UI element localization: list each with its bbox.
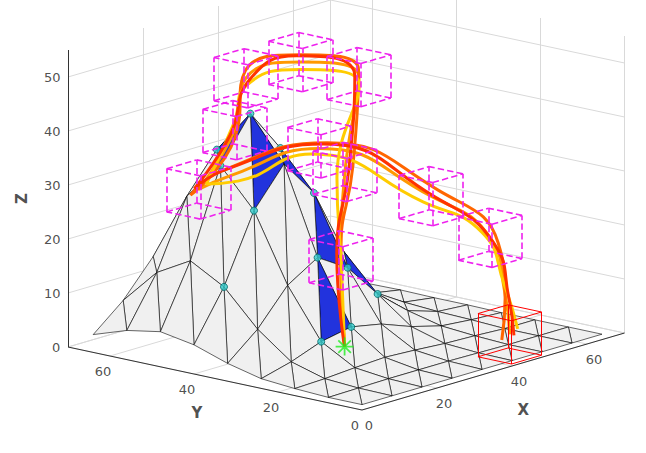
- svg-text:40: 40: [511, 374, 528, 389]
- svg-text:Y: Y: [191, 404, 204, 422]
- svg-text:30: 30: [44, 178, 61, 193]
- svg-text:50: 50: [44, 70, 61, 85]
- svg-text:0: 0: [365, 418, 373, 433]
- svg-text:20: 20: [44, 232, 61, 247]
- svg-text:60: 60: [95, 364, 112, 379]
- svg-text:10: 10: [44, 286, 61, 301]
- svg-text:40: 40: [44, 124, 61, 139]
- svg-text:Z: Z: [13, 193, 31, 204]
- svg-text:40: 40: [179, 382, 196, 397]
- svg-text:20: 20: [436, 396, 453, 411]
- svg-text:0: 0: [351, 418, 359, 433]
- svg-text:20: 20: [263, 400, 280, 415]
- svg-text:60: 60: [586, 352, 603, 367]
- svg-text:X: X: [517, 401, 529, 419]
- svg-text:0: 0: [52, 340, 60, 355]
